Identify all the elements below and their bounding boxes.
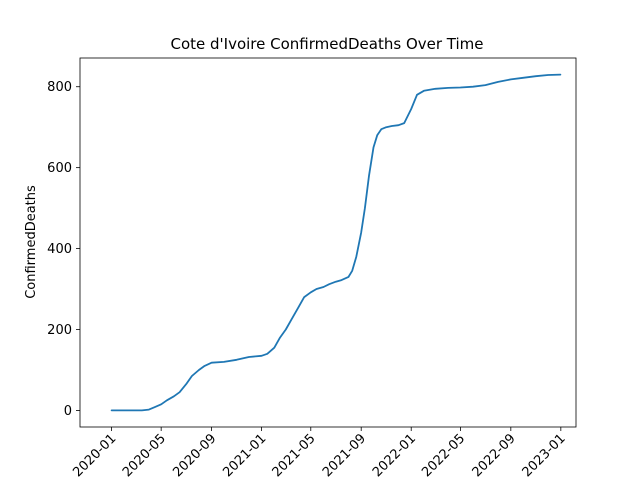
chart-title: Cote d'Ivoire ConfirmedDeaths Over Time xyxy=(170,35,483,53)
x-tick-label: 2022-01 xyxy=(370,431,419,480)
y-tick-label: 800 xyxy=(47,80,72,95)
x-tick-label: 2021-01 xyxy=(220,431,269,480)
y-tick-label: 0 xyxy=(64,404,72,419)
y-tick-label: 400 xyxy=(47,242,72,257)
confirmed-deaths-series-line xyxy=(110,73,562,412)
x-tick-label: 2021-09 xyxy=(320,431,369,480)
x-tick-label: 2022-05 xyxy=(419,431,468,480)
x-tick-label: 2020-01 xyxy=(70,431,119,480)
x-tick-label: 2020-09 xyxy=(170,431,219,480)
y-tick-label: 200 xyxy=(47,323,72,338)
x-tick-label: 2023-01 xyxy=(520,431,569,480)
plot-frame xyxy=(79,57,577,428)
x-tick-label: 2020-05 xyxy=(120,431,169,480)
x-tick-label: 2021-05 xyxy=(270,431,319,480)
x-tick-label: 2022-09 xyxy=(470,431,519,480)
y-axis-label: ConfirmedDeaths xyxy=(24,185,39,299)
y-tick-label: 600 xyxy=(47,161,72,176)
